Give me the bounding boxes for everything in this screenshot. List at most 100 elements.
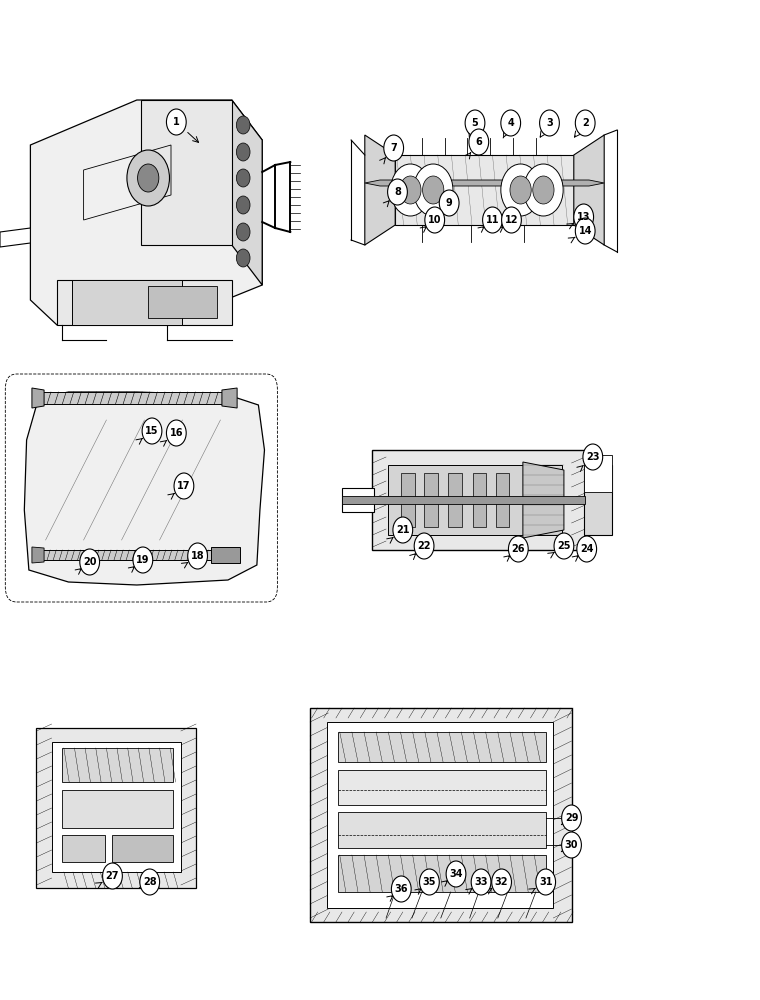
Text: 31: 31 [539, 877, 553, 887]
Circle shape [420, 869, 439, 895]
Polygon shape [338, 770, 546, 805]
Text: 21: 21 [396, 525, 410, 535]
Polygon shape [584, 455, 612, 492]
Circle shape [501, 110, 521, 136]
Text: 24: 24 [580, 544, 594, 554]
Text: 8: 8 [394, 187, 401, 197]
Polygon shape [448, 473, 462, 527]
Polygon shape [57, 280, 232, 325]
Circle shape [174, 473, 194, 499]
Circle shape [562, 805, 581, 831]
Circle shape [575, 218, 595, 244]
Circle shape [508, 536, 528, 562]
Polygon shape [523, 462, 564, 538]
Circle shape [236, 143, 250, 161]
Circle shape [533, 176, 554, 204]
Polygon shape [32, 388, 44, 408]
Circle shape [80, 549, 100, 575]
Text: 26: 26 [511, 544, 525, 554]
Circle shape [188, 543, 207, 569]
Polygon shape [112, 835, 173, 862]
Polygon shape [62, 790, 173, 828]
Polygon shape [388, 465, 562, 535]
Text: 18: 18 [191, 551, 204, 561]
FancyBboxPatch shape [211, 547, 240, 563]
Circle shape [492, 869, 511, 895]
Polygon shape [395, 155, 574, 225]
Circle shape [236, 116, 250, 134]
Circle shape [562, 832, 581, 858]
Polygon shape [574, 135, 604, 245]
Text: 7: 7 [391, 143, 397, 153]
Circle shape [166, 109, 186, 135]
Text: 32: 32 [495, 877, 508, 887]
Polygon shape [401, 473, 415, 527]
Polygon shape [365, 135, 395, 245]
Text: 22: 22 [417, 541, 431, 551]
Polygon shape [52, 742, 181, 872]
Text: 4: 4 [508, 118, 514, 128]
Text: 30: 30 [565, 840, 578, 850]
Text: 15: 15 [145, 426, 159, 436]
Circle shape [574, 204, 594, 230]
Circle shape [414, 533, 434, 559]
Text: 19: 19 [136, 555, 150, 565]
Circle shape [236, 249, 250, 267]
Polygon shape [42, 550, 213, 560]
Polygon shape [338, 732, 546, 762]
Text: 34: 34 [449, 869, 463, 879]
Text: 17: 17 [177, 481, 191, 491]
Text: 36: 36 [394, 884, 408, 894]
Polygon shape [62, 835, 105, 862]
Text: 23: 23 [586, 452, 600, 462]
Circle shape [391, 876, 411, 902]
Circle shape [236, 223, 250, 241]
Text: 28: 28 [143, 877, 157, 887]
Polygon shape [342, 496, 585, 504]
Circle shape [133, 547, 153, 573]
Polygon shape [473, 473, 486, 527]
Circle shape [388, 179, 407, 205]
Polygon shape [148, 286, 217, 318]
Circle shape [138, 164, 159, 192]
Circle shape [577, 536, 597, 562]
Text: 14: 14 [578, 226, 592, 236]
Polygon shape [72, 280, 182, 325]
Circle shape [384, 135, 404, 161]
Circle shape [140, 869, 160, 895]
Polygon shape [496, 473, 509, 527]
Circle shape [236, 169, 250, 187]
Polygon shape [338, 855, 546, 892]
Circle shape [575, 110, 595, 136]
Polygon shape [310, 708, 572, 922]
Text: 20: 20 [83, 557, 97, 567]
Text: 16: 16 [169, 428, 183, 438]
Text: 13: 13 [577, 212, 591, 222]
Text: 3: 3 [546, 118, 553, 128]
Text: 11: 11 [486, 215, 499, 225]
Circle shape [166, 420, 186, 446]
Circle shape [127, 150, 169, 206]
Text: 2: 2 [582, 118, 588, 128]
Circle shape [413, 164, 453, 216]
Polygon shape [62, 748, 173, 782]
Circle shape [524, 164, 563, 216]
Circle shape [393, 517, 413, 543]
Circle shape [510, 176, 531, 204]
Text: 35: 35 [423, 877, 436, 887]
Circle shape [103, 863, 122, 889]
Polygon shape [584, 465, 612, 535]
Text: 25: 25 [557, 541, 571, 551]
Circle shape [391, 164, 430, 216]
Polygon shape [30, 100, 262, 325]
Polygon shape [232, 100, 262, 285]
Polygon shape [372, 450, 585, 550]
Text: 9: 9 [446, 198, 452, 208]
Circle shape [471, 869, 491, 895]
Circle shape [465, 110, 485, 136]
Circle shape [423, 176, 444, 204]
Circle shape [536, 869, 556, 895]
Circle shape [583, 444, 603, 470]
Text: 33: 33 [474, 877, 488, 887]
Text: 12: 12 [505, 215, 518, 225]
